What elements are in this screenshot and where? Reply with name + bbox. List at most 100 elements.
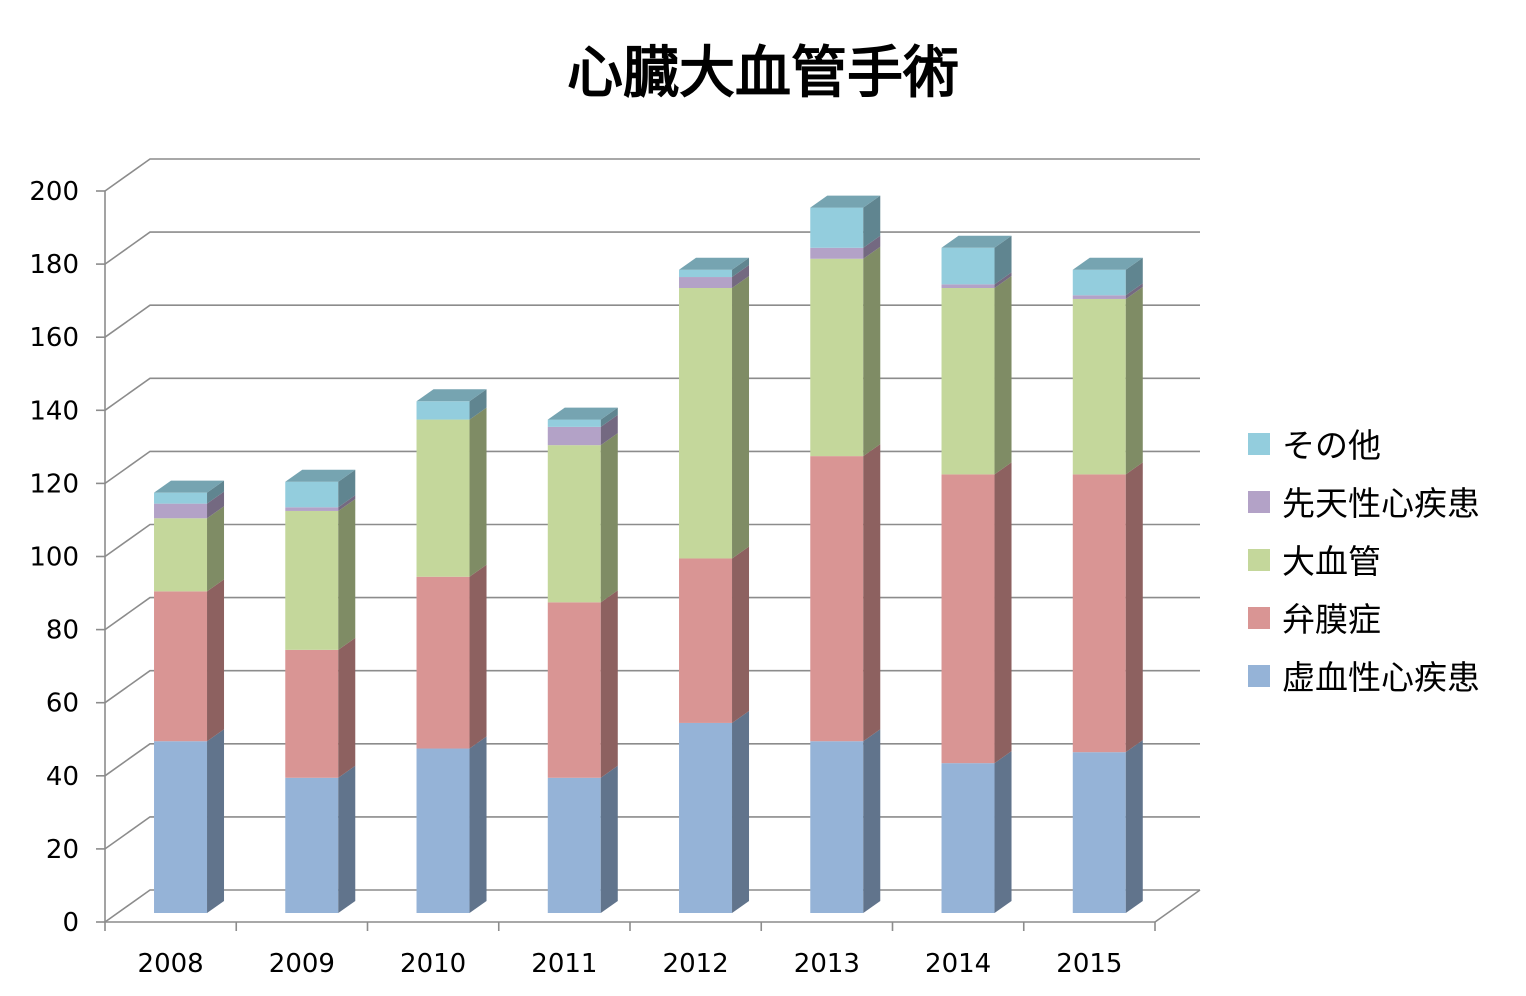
bar-segment [679,277,733,288]
bar-segment-side [207,579,225,742]
gridlines [104,158,1200,923]
bar-segment-side [994,751,1012,913]
bar-segment-side [732,546,750,723]
axes [96,190,1201,931]
y-tick-label: 160 [29,323,79,353]
bar-segment-side [732,710,750,913]
bar-top [810,195,881,208]
bar-segment [941,763,995,913]
bar-segment [810,247,864,259]
bar-segment-side [600,433,618,603]
bar-segment [154,591,208,742]
legend-item: その他 [1248,426,1381,465]
bar-segment-side [338,495,356,511]
bar-segment-side [994,272,1012,288]
bar-segment [154,741,208,913]
bar-2010 [416,389,487,913]
legend-label: その他 [1282,426,1381,465]
bar-segment [547,445,601,603]
bar-segment-side [207,729,225,913]
bar-2012 [679,257,750,913]
bar-top [154,480,225,493]
x-tick-label: 2014 [925,949,991,979]
bar-segment [941,474,995,764]
bar-segment [810,207,864,248]
floor-edge [1154,889,1201,923]
bar-top [1072,257,1143,270]
bar-segment [416,748,470,913]
bar-segment [547,777,601,913]
bar-segment-side [338,498,356,650]
legend-swatch [1248,433,1270,455]
bar-segment [810,741,864,913]
y-tick-label: 180 [29,250,79,280]
bar-segment-side [600,590,618,778]
bar-segment-side [600,765,618,913]
bar-top [679,257,750,270]
bar-segment [679,269,733,278]
bar-segment [1072,295,1126,299]
bar-segment [679,558,733,723]
gridline-160 [104,304,1200,338]
bar-segment [547,602,601,778]
legend-item: 弁膜症 [1248,600,1381,639]
bar-segment [285,481,339,508]
bar-segment [941,284,995,288]
bar-segment [679,722,733,913]
bar-top [416,389,487,402]
bar-segment-side [338,637,356,778]
legend-label: 先天性心疾患 [1282,484,1480,523]
legend-label: 虚血性心疾患 [1282,658,1480,697]
bar-segment-side [732,275,750,559]
bar-segment-side [994,235,1012,285]
bar-segment [941,287,995,475]
bar-segment [154,518,208,592]
bar-segment-side [1125,740,1143,913]
bar-segment [810,456,864,742]
legend-label: 弁膜症 [1282,600,1381,639]
bar-segment [1072,752,1126,913]
x-tick-label: 2008 [138,949,204,979]
y-tick-label: 200 [29,177,79,207]
bar-segment-side [469,736,487,913]
legend-swatch [1248,665,1270,687]
gridline-0 [104,889,1200,923]
bar-segment [1072,298,1126,475]
x-tick-labels: 2008 2009 2010 2011 2012 2013 2014 2015 [138,949,1123,979]
bar-segment-side [1125,462,1143,753]
bar-segment-side [600,407,618,427]
bar-segment [154,503,208,519]
gridline-60 [104,669,1200,704]
chart-title: 心臓大血管手術 [567,41,959,106]
bar-top [547,407,618,420]
bar-segment-side [600,414,618,446]
bar-segment-side [1125,283,1143,299]
bar-segment [285,777,339,913]
bar-segment [1072,474,1126,753]
bar-segment [810,258,864,457]
bar-segment-side [1125,286,1143,475]
y-tick-label: 0 [62,908,79,938]
y-tick-label: 20 [46,835,79,865]
bar-segment-side [338,765,356,913]
legend-item: 先天性心疾患 [1248,484,1480,523]
bar-segment-side [732,257,750,278]
x-tick-label: 2015 [1056,949,1122,979]
bar-segment-side [863,444,881,742]
legend-item: 虚血性心疾患 [1248,658,1480,697]
y-tick-label: 120 [29,469,79,499]
y-tick-label: 140 [29,396,79,426]
bar-2008 [154,480,225,913]
y-tick-label: 80 [46,616,79,646]
legend-item: 大血管 [1248,542,1381,581]
bar-segment [285,649,339,778]
gridline-40 [104,743,1200,777]
y-tick-label: 40 [46,762,79,792]
bar-segment-side [207,491,225,519]
bar-segment-side [863,246,881,457]
x-tick-label: 2012 [663,949,729,979]
bar-segment [547,419,601,427]
bar-segment [416,419,470,577]
